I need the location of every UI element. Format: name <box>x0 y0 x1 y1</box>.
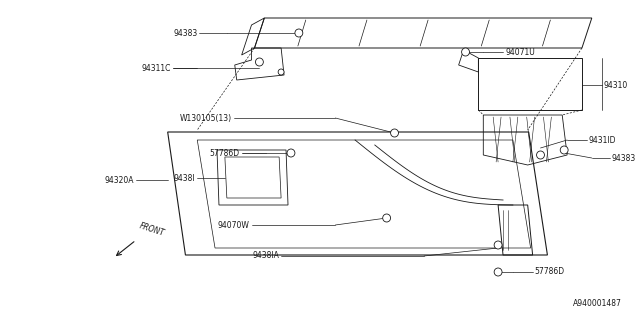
Text: 57786D: 57786D <box>209 148 239 157</box>
Text: FRONT: FRONT <box>138 221 166 238</box>
Text: 9438IA: 9438IA <box>252 252 279 260</box>
Circle shape <box>461 48 470 56</box>
Text: A940001487: A940001487 <box>573 299 621 308</box>
Circle shape <box>494 268 502 276</box>
Text: 94320A: 94320A <box>105 175 134 185</box>
Text: 57786D: 57786D <box>534 268 564 276</box>
Circle shape <box>494 241 502 249</box>
Circle shape <box>390 129 399 137</box>
Text: 94383: 94383 <box>612 154 636 163</box>
Circle shape <box>295 29 303 37</box>
Circle shape <box>287 149 295 157</box>
Text: 9431ID: 9431ID <box>589 135 616 145</box>
Text: 94310: 94310 <box>604 81 628 90</box>
Text: 9438I: 9438I <box>173 173 195 182</box>
Circle shape <box>255 58 263 66</box>
Text: 94070W: 94070W <box>218 220 250 229</box>
Circle shape <box>560 146 568 154</box>
Text: W130105(13): W130105(13) <box>180 114 232 123</box>
Text: 94383: 94383 <box>173 28 197 37</box>
Circle shape <box>278 69 284 75</box>
Circle shape <box>383 214 390 222</box>
Text: 94071U: 94071U <box>505 47 535 57</box>
Text: 94311C: 94311C <box>141 63 171 73</box>
Circle shape <box>536 151 545 159</box>
